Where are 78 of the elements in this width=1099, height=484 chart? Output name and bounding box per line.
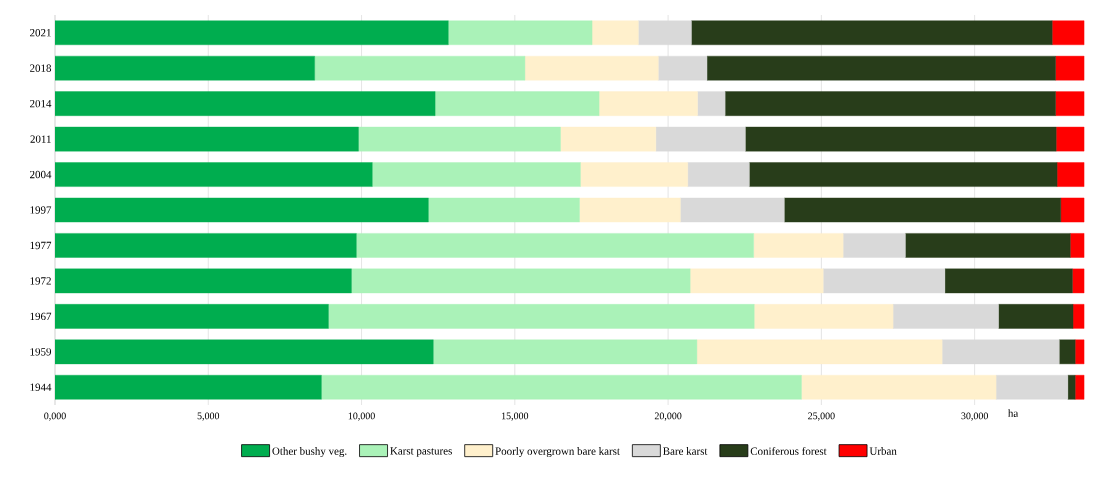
- legend-label: Urban: [869, 447, 897, 455]
- y-tick-label: 2011: [30, 135, 51, 143]
- bar: [598, 91, 698, 116]
- bar: [658, 55, 708, 81]
- bar: [434, 91, 600, 116]
- y-tick-label: 1944: [30, 383, 52, 391]
- y-tick-label: 1997: [30, 206, 52, 214]
- bar: [944, 268, 1073, 294]
- bar: [591, 20, 639, 45]
- bar: [754, 304, 894, 329]
- bar: [579, 197, 681, 223]
- y-tick-label: 2021: [30, 29, 51, 37]
- bar: [580, 162, 688, 187]
- bar: [995, 375, 1069, 400]
- bar: [784, 197, 1061, 223]
- bar: [1070, 233, 1085, 258]
- bar: [1055, 55, 1085, 81]
- bar: [321, 375, 802, 400]
- y-tick-label: 1959: [30, 348, 52, 356]
- bar: [1067, 375, 1076, 400]
- bar: [724, 91, 1056, 116]
- bar: [1072, 304, 1085, 329]
- legend-label: Bare karst: [663, 447, 708, 455]
- legend-label: Poorly overgrown bare karst: [495, 447, 620, 458]
- bar: [801, 375, 997, 400]
- bar: [1059, 339, 1076, 365]
- x-axis-title: ha: [1008, 409, 1019, 417]
- y-tick-label: 1967: [30, 312, 52, 321]
- bar: [689, 268, 824, 294]
- bar: [749, 162, 1058, 187]
- y-tick-label: 2014: [30, 99, 52, 108]
- bar: [655, 126, 746, 152]
- x-tick-label: 15,000: [502, 412, 529, 421]
- bar: [753, 233, 844, 258]
- bar: [687, 162, 750, 187]
- bar: [560, 126, 657, 152]
- bar: [1072, 268, 1085, 294]
- bar: [998, 304, 1074, 329]
- bar: [448, 20, 593, 45]
- bar: [314, 55, 526, 81]
- bar: [1055, 126, 1085, 152]
- bar: [433, 339, 698, 365]
- bar: [372, 162, 581, 187]
- x-tick-label: 25,000: [808, 412, 835, 421]
- bar: [1074, 375, 1085, 400]
- bar: [680, 197, 785, 223]
- legend-label: Other bushy veg.: [272, 447, 347, 458]
- y-tick-label: 1977: [30, 241, 52, 250]
- bar: [351, 268, 691, 294]
- bar: [428, 197, 580, 223]
- x-tick-label: 30,000: [961, 412, 988, 421]
- x-tick-label: 0,000: [44, 412, 66, 421]
- x-tick-label: 5,000: [197, 412, 220, 421]
- bar: [356, 233, 754, 258]
- bar: [696, 339, 943, 365]
- bar: [1052, 20, 1085, 45]
- bar: [1074, 339, 1085, 365]
- bar: [1060, 197, 1085, 223]
- bar: [823, 268, 946, 294]
- y-tick-label: 2004: [30, 170, 52, 179]
- x-tick-label: 20,000: [654, 412, 682, 421]
- y-tick-label: 1972: [30, 277, 51, 285]
- bar: [697, 91, 726, 116]
- bar: [842, 233, 906, 258]
- x-tick-label: 10,000: [348, 412, 375, 421]
- bar: [1056, 162, 1085, 187]
- bar: [905, 233, 1071, 258]
- bar: [358, 126, 561, 152]
- y-tick-label: 2018: [30, 64, 52, 72]
- bar: [745, 126, 1057, 152]
- legend-label: Karst pastures: [390, 447, 452, 457]
- bar: [638, 20, 692, 45]
- bar: [1055, 91, 1085, 116]
- legend-label: Coniferous forest: [750, 447, 827, 455]
- bar: [328, 304, 755, 329]
- bar: [691, 20, 1053, 45]
- bar: [706, 55, 1056, 81]
- bar: [524, 55, 659, 81]
